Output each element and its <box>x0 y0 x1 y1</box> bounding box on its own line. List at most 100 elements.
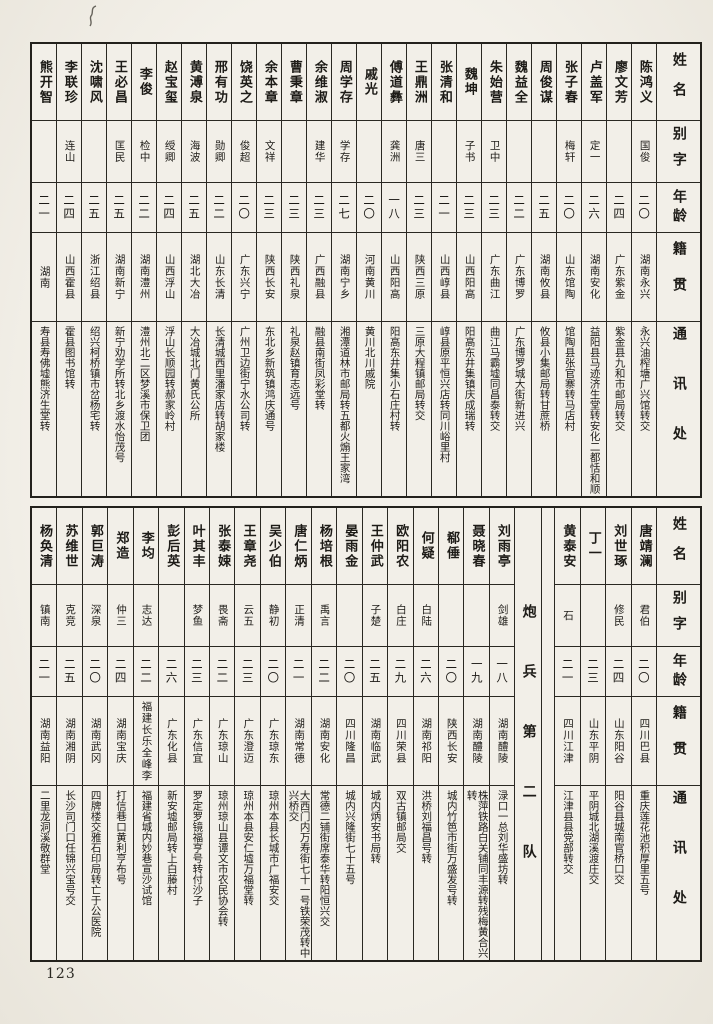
person-origin-cell: 山东平阴 <box>580 697 606 786</box>
person-courtesy-cell: 国俊 <box>632 121 656 183</box>
person-origin: 山东馆陶 <box>563 254 576 300</box>
person-name: 卢盖军 <box>586 59 602 105</box>
person-column: 何疑 白陆 二六 湖南祁阳 洪桥刘福昌号转 <box>412 508 438 960</box>
person-age: 二九 <box>393 658 408 685</box>
header-cell-age: 年龄 <box>657 183 700 233</box>
person-age: 二三 <box>487 194 502 221</box>
person-address-cell: 攸县小集邮局转甘蔗桥 <box>532 322 556 496</box>
person-column: 张子春 梅轩 二〇 山东馆陶 馆陶县张官寨转马店村 <box>556 44 581 496</box>
person-column: 魏益全 二二 广东博罗 广东博罗城大街新进兴 <box>506 44 531 496</box>
person-origin-cell: 浙江绍县 <box>82 233 106 322</box>
person-origin: 广东博罗 <box>513 254 526 300</box>
person-origin: 四川巴县 <box>638 718 651 764</box>
header-cell-address: 通讯处 <box>657 786 700 960</box>
person-column: 张泰娕 畏斋 二二 广东琼山 琼州琼山县谭文市农民协会转 <box>209 508 235 960</box>
person-address: 阳高东井集小石庄村转 <box>388 326 401 431</box>
person-origin-cell: 湖南安化 <box>311 697 337 786</box>
person-age-cell: 二六 <box>582 183 606 233</box>
person-column: 李俊 检中 二二 湖南澧州 澧州北二区梦溪市保卫团 <box>131 44 156 496</box>
person-courtesy-cell: 检中 <box>132 121 156 183</box>
person-name: 傅道彝 <box>386 59 402 105</box>
person-column: 李均 志达 二二 福建长乐全峰李 福建省城内妙巷宣沙试馆 <box>132 508 159 960</box>
person-address: 罗定罗镜福亨号转付沙子 <box>191 790 204 906</box>
person-address-cell: 广东博罗城大街新进兴 <box>507 322 531 496</box>
person-origin-cell: 广东曲江 <box>482 233 506 322</box>
person-address: 浮山长顺园转郝家岭村 <box>163 326 176 431</box>
person-name: 刘世琢 <box>611 523 627 569</box>
person-address-cell: 阳高东井集镇庆成瑞转 <box>457 322 481 496</box>
person-origin: 陕西长安 <box>445 718 458 764</box>
blank-spacer-column <box>541 508 554 960</box>
person-name: 余维淑 <box>311 59 327 105</box>
person-name-cell: 王鼎洲 <box>407 44 431 121</box>
person-origin-cell: 四川隆昌 <box>337 697 362 786</box>
person-age-cell: 二〇 <box>632 183 656 233</box>
person-address: 常德二铺街席泰华转阳恒兴交 <box>318 790 331 927</box>
person-age: 二二 <box>139 658 153 685</box>
person-courtesy-cell: 梦鱼 <box>184 585 209 647</box>
person-address-cell: 双古镇邮局交 <box>388 786 412 960</box>
person-courtesy-name: 梅轩 <box>563 140 576 163</box>
person-origin: 广东曲江 <box>488 254 501 300</box>
person-courtesy-cell: 子书 <box>457 121 481 183</box>
person-courtesy-name: 连山 <box>63 140 76 163</box>
person-courtesy-cell <box>438 585 464 647</box>
header-cell-address: 通讯处 <box>657 322 700 496</box>
person-courtesy-cell: 文祥 <box>257 121 281 183</box>
person-name: 沈啸风 <box>86 59 102 105</box>
person-column: 郑造 仲三 二四 湖南宝庆 打信巷口黄利亨布号 <box>107 508 133 960</box>
person-origin: 湖南 <box>38 265 51 289</box>
person-address: 洪桥刘福昌号转 <box>420 790 433 864</box>
person-origin-cell: 广西融县 <box>307 233 331 322</box>
person-courtesy-name: 石 <box>562 609 575 622</box>
person-address-cell: 打信巷口黄利亨布号 <box>108 786 132 960</box>
person-name: 何疑 <box>418 531 434 561</box>
person-origin-cell: 广东琼东 <box>260 697 286 786</box>
person-origin: 四川隆昌 <box>343 718 356 764</box>
person-column: 黄溥泉 海波 二五 湖北大冶 大冶城北门黄氏公所 <box>181 44 206 496</box>
ink-mark <box>89 5 97 27</box>
person-name-cell: 欧阳农 <box>388 508 413 585</box>
person-address-cell: 琼州本县安仁墟万福堂转 <box>235 786 259 960</box>
person-courtesy-name: 志达 <box>140 604 153 627</box>
person-courtesy-cell <box>159 585 184 647</box>
person-age: 二二 <box>212 194 227 221</box>
person-address-cell: 东北乡新筑镇鸿庆通号 <box>257 322 281 496</box>
person-address-cell: 重庆莲花池积厚里五号 <box>632 786 656 960</box>
person-name-cell: 杨培根 <box>311 508 337 585</box>
person-origin: 山西阳高 <box>463 254 476 300</box>
person-origin-cell: 广东信宜 <box>184 697 209 786</box>
person-address: 大冶城北门黄氏公所 <box>188 326 201 421</box>
person-courtesy-cell <box>337 585 362 647</box>
person-origin-cell: 山西阳高 <box>457 233 481 322</box>
person-courtesy-name: 白庄 <box>394 604 407 627</box>
person-origin-cell: 湖南宁乡 <box>332 233 356 322</box>
person-origin: 广东信宜 <box>191 718 204 764</box>
person-origin: 湖南常德 <box>293 718 306 764</box>
person-address-cell: 新宁劝学所转北乡渡水怡茂号 <box>107 322 131 496</box>
person-address-cell: 长沙司门口任锦兴宝号交 <box>57 786 81 960</box>
person-name: 杨培根 <box>316 523 332 569</box>
person-courtesy-name: 云五 <box>242 604 255 627</box>
person-name-cell: 刘雨亭 <box>489 508 515 585</box>
person-origin-cell: 广东澄迈 <box>235 697 260 786</box>
header-label-address: 通讯处 <box>670 790 687 940</box>
header-label-age: 年龄 <box>670 188 687 227</box>
person-origin: 湖南攸县 <box>538 254 551 300</box>
person-age: 二〇 <box>362 194 377 221</box>
person-origin-cell: 福建长乐全峰李 <box>133 697 159 786</box>
person-age-cell: 二〇 <box>337 647 362 697</box>
person-column: 杨奂清 镇南 二一 湖南益阳 二里龙洞溪敬群堂 <box>31 508 57 960</box>
person-courtesy-cell: 海波 <box>182 121 206 183</box>
person-name: 杨奂清 <box>37 523 53 569</box>
person-column: 周俊谋 二五 湖南攸县 攸县小集邮局转甘蔗桥 <box>531 44 556 496</box>
person-age: 二〇 <box>444 658 459 685</box>
person-courtesy-name: 正清 <box>293 604 306 627</box>
person-name: 张泰娕 <box>215 523 231 569</box>
person-name-cell: 张泰娕 <box>210 508 235 585</box>
person-courtesy-cell: 静初 <box>260 585 286 647</box>
person-courtesy-name: 仲三 <box>115 604 128 627</box>
person-age-cell: 二二 <box>133 647 159 697</box>
person-name: 郗倕 <box>444 531 460 561</box>
person-address: 黄川北川戚院 <box>363 326 376 389</box>
